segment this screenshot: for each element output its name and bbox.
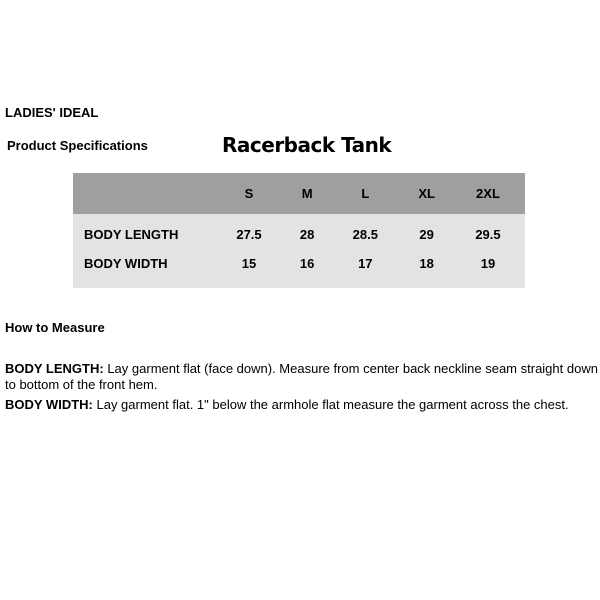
size-chart-table: S M L XL 2XL BODY LENGTH 27.5 28 28.5 29… bbox=[73, 173, 525, 288]
table-cell: 17 bbox=[358, 256, 373, 271]
row-label: BODY LENGTH bbox=[84, 226, 179, 242]
table-cell: 19 bbox=[480, 256, 496, 271]
term: BODY WIDTH: bbox=[5, 397, 93, 412]
table-cell: 18 bbox=[419, 256, 434, 271]
spec-label: Product Specifications bbox=[7, 138, 148, 153]
table-row: BODY LENGTH 27.5 28 28.5 29 29.5 bbox=[73, 214, 525, 254]
size-header: L bbox=[361, 186, 370, 201]
size-header: M bbox=[301, 186, 313, 201]
table-header-row: S M L XL 2XL bbox=[73, 173, 525, 214]
table-cell: 29.5 bbox=[475, 226, 501, 242]
row-label: BODY WIDTH bbox=[84, 256, 168, 271]
instruction-text: Lay garment flat. 1" below the armhole f… bbox=[92, 397, 569, 412]
table-cell: 16 bbox=[299, 256, 315, 271]
table-row: BODY WIDTH 15 16 17 18 19 bbox=[73, 254, 525, 288]
instruction-text: Lay garment flat (face down). Measure fr… bbox=[5, 361, 598, 392]
how-to-measure-heading: How to Measure bbox=[5, 320, 105, 335]
body-length-instruction: BODY LENGTH: Lay garment flat (face down… bbox=[5, 361, 600, 393]
table-cell: 27.5 bbox=[236, 226, 262, 242]
term: BODY LENGTH: bbox=[5, 361, 104, 376]
size-header: 2XL bbox=[476, 186, 500, 201]
body-width-instruction: BODY WIDTH: Lay garment flat. 1" below t… bbox=[5, 397, 600, 413]
table-cell: 28.5 bbox=[352, 226, 378, 242]
size-header: XL bbox=[418, 186, 435, 201]
header-empty bbox=[73, 173, 212, 214]
size-header: S bbox=[244, 186, 254, 201]
table-cell: 29 bbox=[419, 226, 434, 242]
table-cell: 15 bbox=[241, 256, 257, 271]
brand-label: LADIES' IDEAL bbox=[5, 105, 99, 120]
product-title: Racerback Tank bbox=[222, 133, 392, 157]
table-cell: 28 bbox=[299, 226, 315, 242]
